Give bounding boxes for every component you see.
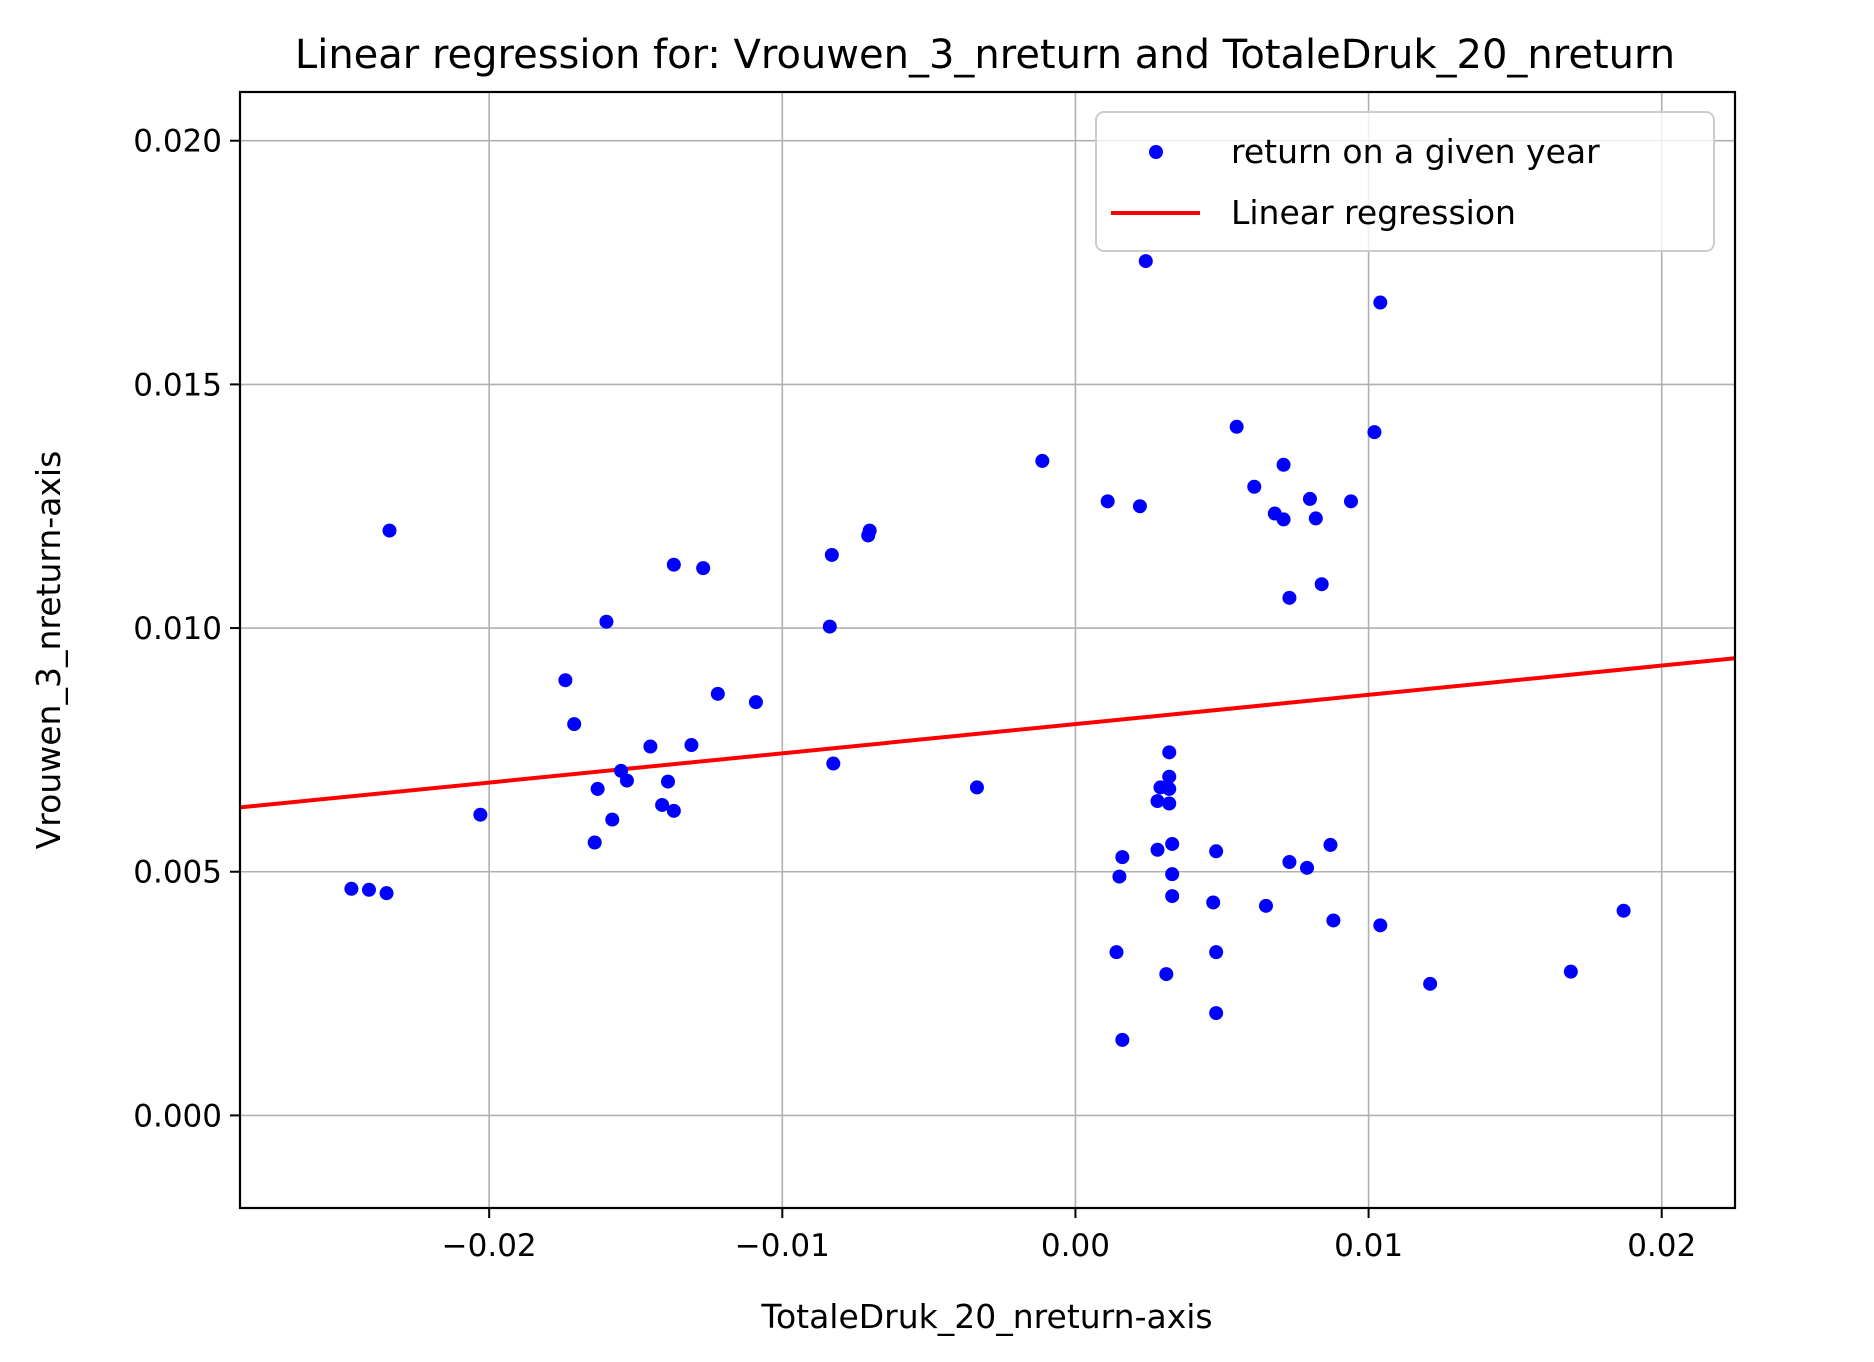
scatter-point [1165, 836, 1180, 851]
scatter-point [1209, 945, 1224, 960]
scatter-point [1423, 976, 1438, 991]
scatter-point [1300, 860, 1315, 875]
scatter-point [1209, 1006, 1224, 1021]
regression-line [239, 656, 1736, 810]
scatter-point [379, 886, 394, 901]
scatter-point [1616, 903, 1631, 918]
scatter-point [1035, 453, 1050, 468]
y-tick-label: 0.000 [133, 1098, 222, 1134]
axes-frame [238, 90, 1737, 1210]
legend: return on a given year Linear regression [1095, 111, 1715, 252]
scatter-point [824, 547, 839, 562]
scatter-point [1132, 499, 1147, 514]
x-tick-label: 0.00 [1041, 1228, 1110, 1264]
y-tick-label: 0.010 [133, 611, 222, 647]
scatter-point [1229, 419, 1244, 434]
scatter-point [660, 774, 675, 789]
scatter-point [1165, 867, 1180, 882]
scatter-point [1276, 457, 1291, 472]
scatter-point [1373, 918, 1388, 933]
scatter-point [1247, 479, 1262, 494]
scatter-point [748, 695, 763, 710]
scatter-point [1282, 854, 1297, 869]
scatter-point [1373, 295, 1388, 310]
scatter-point [1326, 913, 1341, 928]
scatter-point [587, 835, 602, 850]
chart-title: Linear regression for: Vrouwen_3_nreturn… [295, 32, 1675, 78]
y-tick-label: 0.015 [133, 367, 222, 403]
scatter-point [710, 686, 725, 701]
scatter-point [361, 882, 376, 897]
scatter-point [1115, 1032, 1130, 1047]
scatter-point [1162, 769, 1177, 784]
legend-label-scatter: return on a given year [1231, 132, 1600, 171]
scatter-point [862, 523, 877, 538]
scatter-point [1115, 850, 1130, 865]
scatter-point [1165, 889, 1180, 904]
scatter-point [1563, 964, 1578, 979]
y-tick-label: 0.020 [133, 124, 222, 160]
scatter-point [1162, 796, 1177, 811]
legend-label-line: Linear regression [1231, 193, 1516, 232]
scatter-point [666, 557, 681, 572]
legend-scatter-marker [1149, 145, 1163, 159]
scatter-point [1367, 425, 1382, 440]
x-axis-ticks: −0.02 −0.01 0.00 0.01 0.02 [442, 1208, 1696, 1264]
x-axis-label: TotaleDruk_20_nreturn-axis [760, 1297, 1212, 1336]
scatter-point [1112, 869, 1127, 884]
y-axis-ticks: 0.000 0.005 0.010 0.015 0.020 [133, 124, 240, 1134]
scatter-point [558, 673, 573, 688]
y-tick-label: 0.005 [133, 855, 222, 891]
scatter-point [696, 561, 711, 576]
scatter-point [1302, 491, 1317, 506]
x-tick-label: 0.01 [1334, 1228, 1403, 1264]
scatter-point [605, 812, 620, 827]
scatter-point [1308, 511, 1323, 526]
scatter-point [1276, 512, 1291, 527]
scatter-point [619, 773, 634, 788]
regression-line-layer [239, 656, 1736, 810]
scatter-point [655, 797, 670, 812]
scatter-point [1343, 494, 1358, 509]
x-tick-label: −0.02 [442, 1228, 537, 1264]
scatter-point [1150, 794, 1165, 809]
scatter-point [1138, 254, 1153, 269]
scatter-point [1159, 967, 1174, 982]
scatter-point [666, 803, 681, 818]
x-tick-label: −0.01 [735, 1228, 830, 1264]
scatter-point [826, 756, 841, 771]
x-tick-label: 0.02 [1627, 1228, 1696, 1264]
scatter-point [382, 523, 397, 538]
scatter-point [590, 781, 605, 796]
scatter-point [599, 614, 614, 629]
plot-area [239, 254, 1736, 1047]
scatter-point [473, 807, 488, 822]
scatter-point [1162, 745, 1177, 760]
scatter-point [1162, 781, 1177, 796]
scatter-point [1150, 842, 1165, 857]
scatter-point [643, 739, 658, 754]
legend-box [1095, 111, 1715, 252]
scatter-point [969, 780, 984, 795]
scatter-point [1206, 895, 1221, 910]
scatter-point [1282, 590, 1297, 605]
scatter-point [1323, 837, 1338, 852]
scatter-point [684, 738, 699, 753]
scatter-point [1314, 577, 1329, 592]
scatter-point [1109, 945, 1124, 960]
scatter-point [567, 717, 582, 732]
scatter-point [344, 881, 359, 896]
scatter-point [822, 619, 837, 634]
scatter-points-layer [344, 254, 1631, 1047]
scatter-point [1100, 494, 1115, 509]
scatter-point [1209, 844, 1224, 859]
y-axis-label: Vrouwen_3_nreturn-axis [29, 451, 68, 850]
scatter-point [1258, 898, 1273, 913]
